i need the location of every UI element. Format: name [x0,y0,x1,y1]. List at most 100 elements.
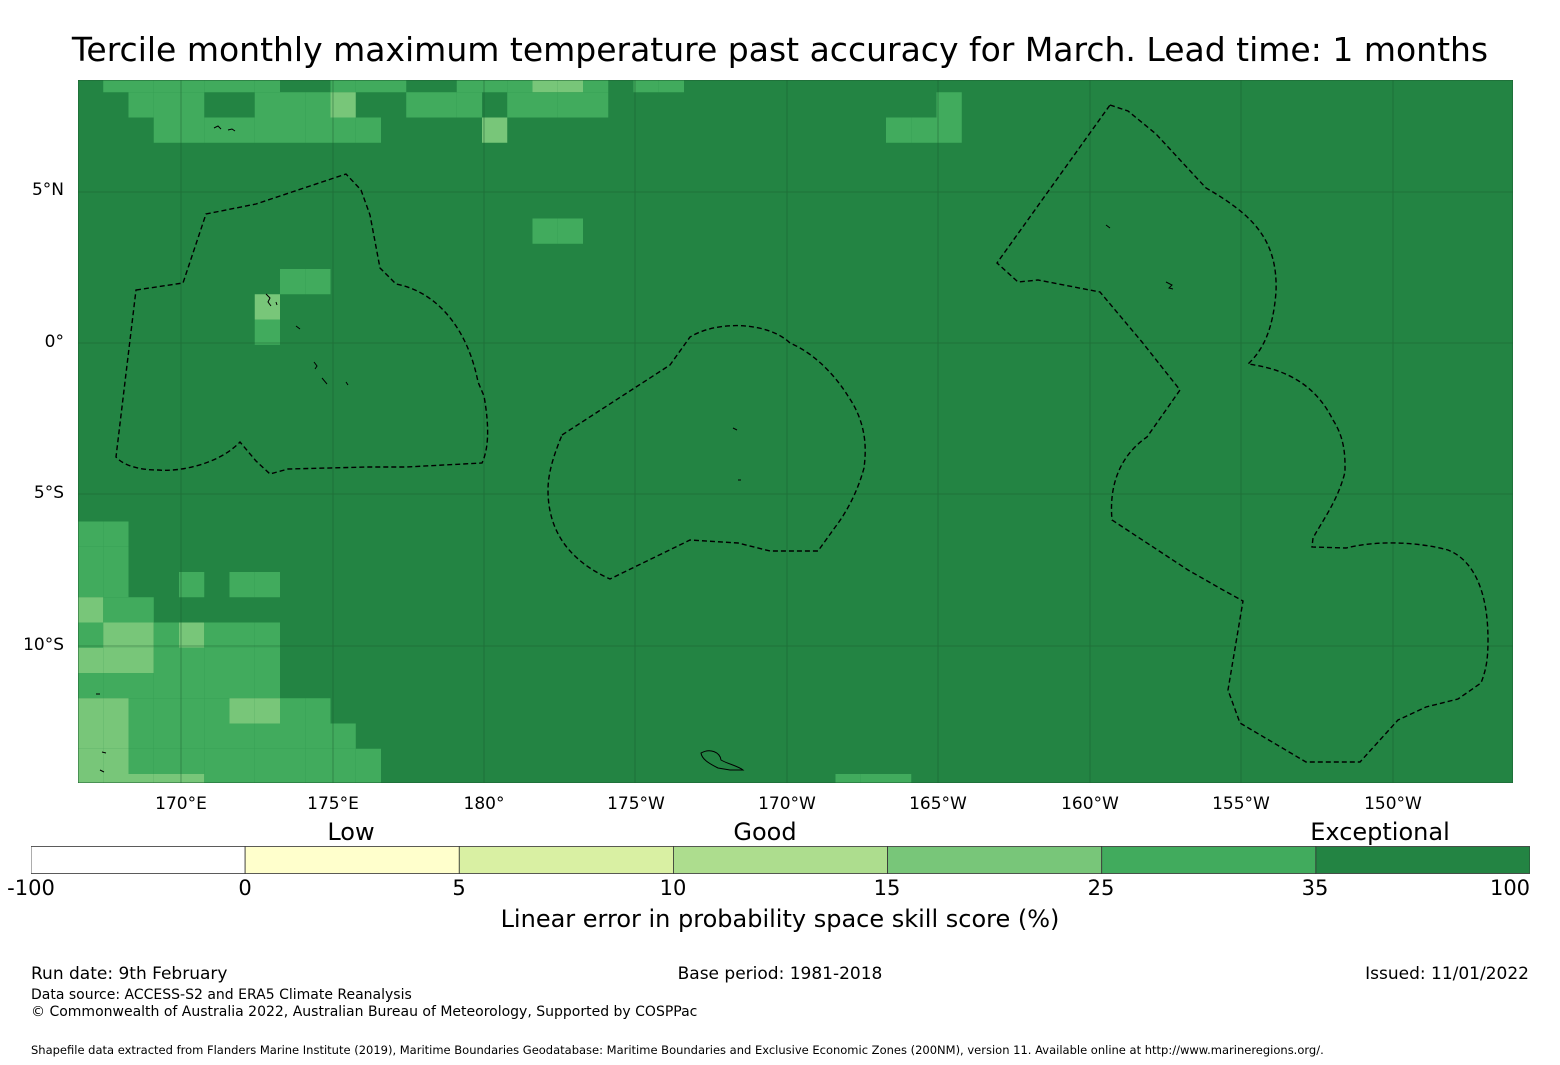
skill-cell [886,117,912,143]
skill-cell [128,80,154,93]
skill-cell [557,218,583,244]
skill-cell [103,774,129,783]
skill-cell [254,622,280,648]
colorbar-tick-0: -100 [7,876,55,900]
skill-cell [103,597,129,623]
colorbar-tick-7: 100 [1489,876,1531,900]
skill-cell [583,92,609,118]
skill-cell [835,774,861,783]
skill-cell [507,92,533,118]
lon-label-170w: 170°W [758,794,816,814]
skill-cell [229,774,255,783]
skill-cell [406,92,432,118]
skill-cell [355,80,381,93]
skill-cell [936,117,962,143]
skill-cell [886,774,912,783]
skill-cell [153,80,179,93]
skill-cell [78,597,104,623]
lon-label-165w: 165°W [909,794,967,814]
colorbar-tick-2: 5 [452,876,466,900]
skill-cell [153,673,179,699]
skill-cell [254,80,280,93]
colorbar-title: Linear error in probability space skill … [500,905,1060,933]
base-period: Base period: 1981-2018 [677,964,883,984]
skill-cell [254,698,280,724]
skill-cell [128,723,154,749]
skill-cell [330,723,356,749]
lat-label-10s: 10°S [23,635,64,655]
colorbar [31,846,1530,874]
skill-cell [280,748,306,774]
colorbar-bin-6 [1315,846,1530,874]
eez-kiribati-gilberts [115,173,489,475]
skill-cell [103,723,129,749]
copyright: © Commonwealth of Australia 2022, Austra… [31,1004,698,1020]
skill-cell [153,748,179,774]
skill-cell [153,647,179,673]
skill-cell [355,748,381,774]
skill-cell [305,774,331,783]
skill-cell [482,117,508,143]
eez-kiribati-phoenix [547,324,866,580]
skill-cell [78,774,104,783]
skill-cell [254,723,280,749]
skill-cell [103,572,129,598]
skill-cell [103,521,129,547]
skill-cell [254,572,280,598]
skill-cell [128,673,154,699]
map-background [78,80,1513,783]
skill-cell [153,723,179,749]
lon-label-175w: 175°W [607,794,665,814]
colorbar-tick-5: 25 [1087,876,1115,900]
skill-cell [658,80,684,93]
skill-cell [583,80,609,93]
skill-cell [305,269,331,295]
skill-cell [507,80,533,93]
skill-cell [204,748,230,774]
skill-cell [229,748,255,774]
skill-cell [78,546,104,572]
colorbar-bin-0 [31,846,246,874]
skill-cell [153,774,179,783]
skill-cell [179,572,205,598]
skill-cell [78,572,104,598]
category-low: Low [327,818,375,846]
skill-cell [229,698,255,724]
lat-label-0: 0° [44,332,64,352]
skill-cell [305,92,331,118]
skill-cell [179,80,205,93]
skill-cell [128,774,154,783]
skill-cell [305,748,331,774]
lon-label-180: 180° [463,794,505,814]
colorbar-bin-1 [244,846,460,874]
skill-cell [305,723,331,749]
skill-cell [153,117,179,143]
skill-cell [532,218,558,244]
skill-cell [128,597,154,623]
skill-cell [280,92,306,118]
category-good: Good [733,818,797,846]
skill-cell [254,647,280,673]
skill-cell [936,92,962,118]
data-source: Data source: ACCESS-S2 and ERA5 Climate … [31,987,412,1003]
colorbar-tick-3: 10 [659,876,687,900]
skill-cell [254,294,280,320]
colorbar-bin-2 [458,846,674,874]
skill-cell [280,698,306,724]
skill-cell [532,92,558,118]
skill-cell [78,647,104,673]
skill-cell [179,647,205,673]
skill-cell [229,80,255,93]
skill-cell [179,723,205,749]
colorbar-tick-4: 15 [873,876,901,900]
skill-cell [78,698,104,724]
run-date: Run date: 9th February [31,964,228,984]
skill-cell [78,723,104,749]
map-title: Tercile monthly maximum temperature past… [71,30,1489,69]
skill-cell [431,92,457,118]
skill-cell [78,622,104,648]
category-exceptional: Exceptional [1310,818,1450,846]
skill-cell [330,774,356,783]
skill-cell [204,622,230,648]
skill-cell [179,698,205,724]
